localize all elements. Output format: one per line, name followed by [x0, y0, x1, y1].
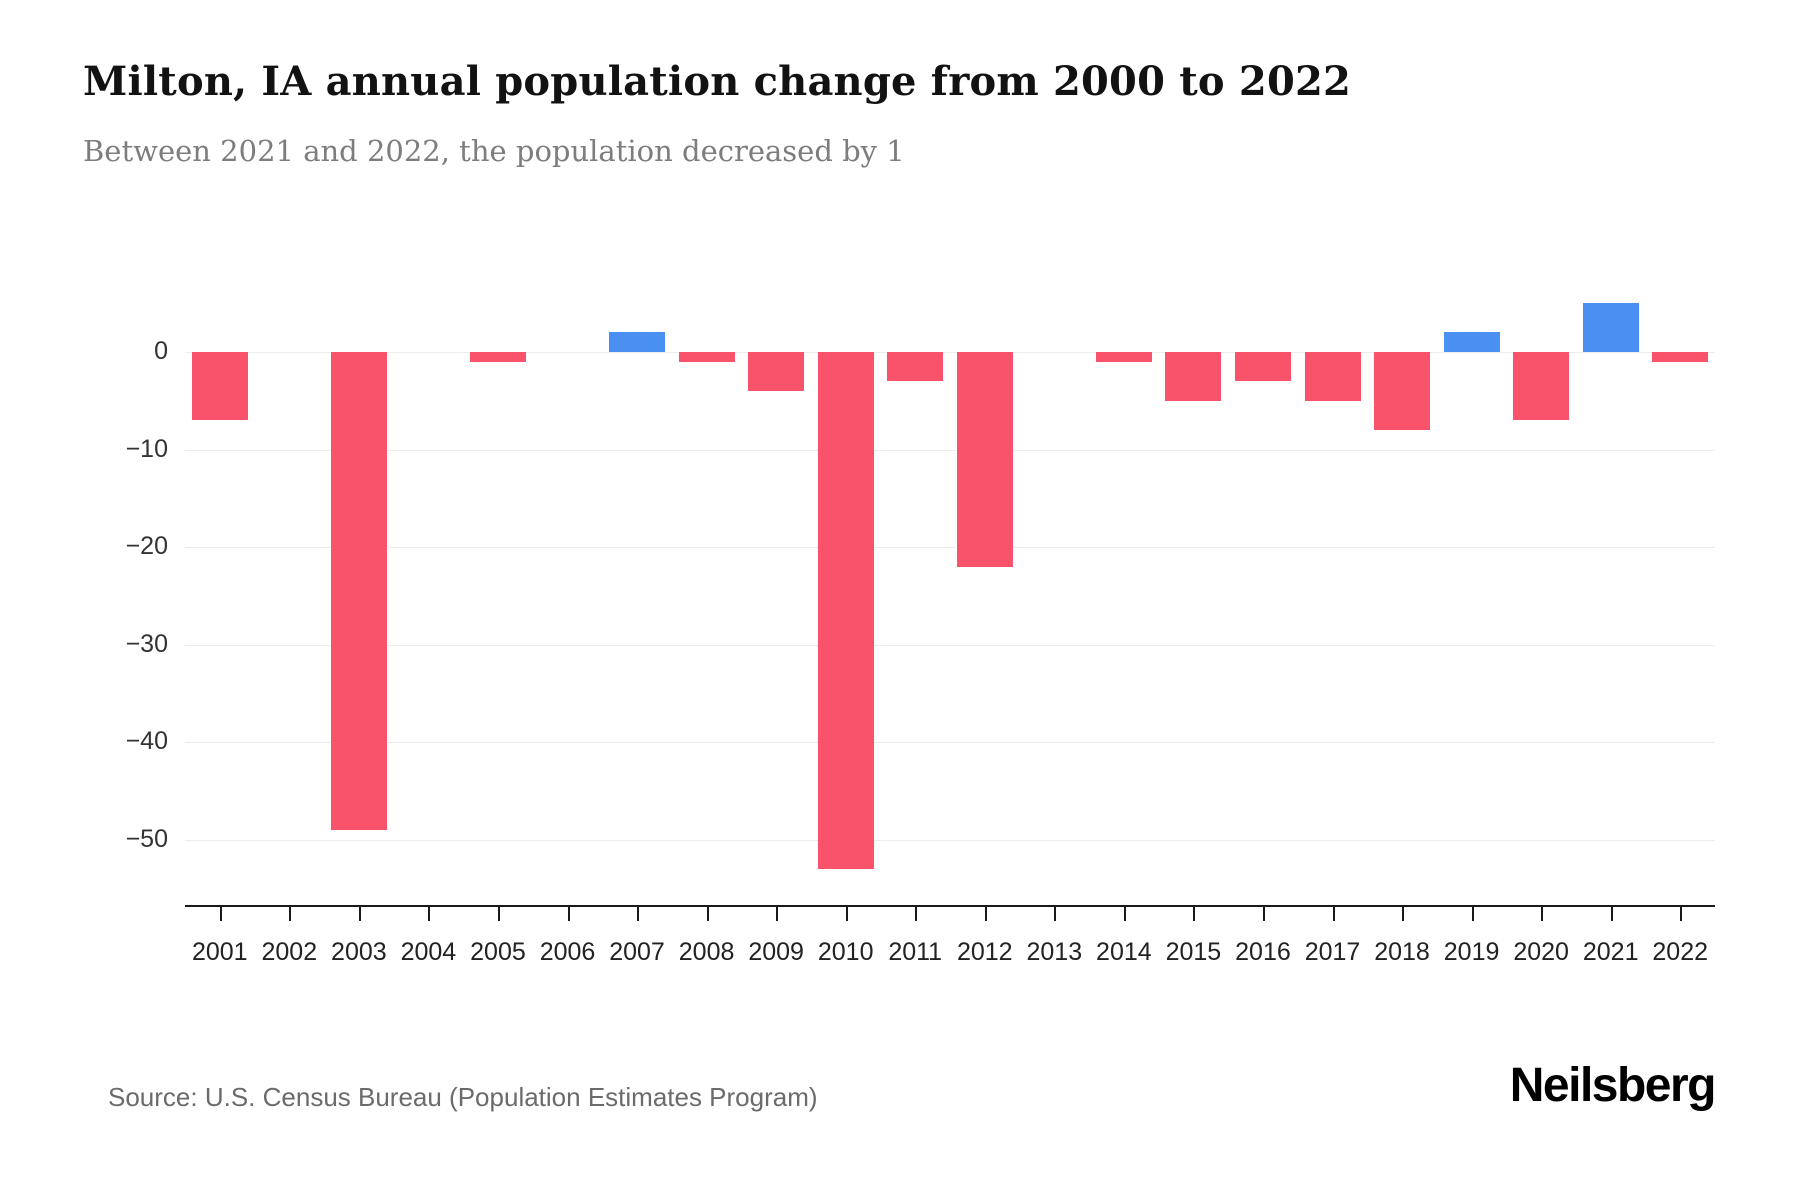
x-axis-tick: [1123, 907, 1126, 921]
y-axis-tick-label: 0: [154, 337, 168, 365]
bar-2012[interactable]: [956, 352, 1013, 567]
x-axis-tick: [567, 907, 570, 921]
y-axis-tick-label: −50: [125, 825, 168, 853]
page-subtitle: Between 2021 and 2022, the population de…: [83, 134, 905, 168]
bar-2015[interactable]: [1165, 352, 1222, 401]
x-axis-tick: [706, 907, 709, 921]
x-axis-label-2020: 2020: [1513, 938, 1569, 966]
bar-2014[interactable]: [1095, 352, 1152, 362]
x-axis-tick: [1402, 907, 1405, 921]
x-axis-tick: [289, 907, 292, 921]
x-axis-label-2019: 2019: [1443, 938, 1500, 966]
x-axis-label-2004: 2004: [400, 938, 457, 966]
x-axis-label-2021: 2021: [1582, 938, 1639, 966]
x-axis-tick: [497, 907, 500, 921]
gridline: [185, 547, 1715, 549]
bar-2010[interactable]: [817, 352, 874, 870]
x-axis-label-2018: 2018: [1374, 938, 1430, 966]
bar-2022[interactable]: [1652, 352, 1709, 362]
x-axis-label-2010: 2010: [817, 938, 874, 966]
page-title: Milton, IA annual population change from…: [83, 58, 1352, 105]
x-axis-label-2008: 2008: [678, 938, 735, 966]
y-axis-tick-label: −20: [125, 532, 168, 561]
bar-2011[interactable]: [887, 352, 944, 382]
source-text: Source: U.S. Census Bureau (Population E…: [108, 1082, 818, 1112]
bar-2005[interactable]: [469, 352, 526, 362]
gridline: [185, 352, 1715, 353]
x-axis-label-2013: 2013: [1026, 938, 1083, 966]
x-axis-tick: [845, 907, 848, 921]
bar-2007[interactable]: [609, 332, 666, 352]
x-axis-tick: [915, 907, 918, 921]
x-axis-tick: [1541, 907, 1544, 921]
x-axis-tick: [1610, 907, 1613, 921]
x-axis-tick: [428, 907, 431, 921]
gridline: [185, 449, 1715, 451]
gridline: [185, 742, 1715, 744]
x-axis-label-2006: 2006: [539, 938, 596, 966]
x-axis-tick: [358, 907, 361, 921]
x-axis-tick: [1054, 907, 1057, 921]
x-axis-tick: [776, 907, 779, 921]
bar-2016[interactable]: [1234, 352, 1291, 382]
x-axis-label-2005: 2005: [470, 938, 526, 966]
bar-2020[interactable]: [1513, 352, 1570, 421]
x-axis-tick: [984, 907, 987, 921]
x-axis-tick: [1193, 907, 1196, 921]
bar-2001[interactable]: [191, 352, 248, 421]
x-axis-label-2011: 2011: [888, 938, 943, 966]
x-axis-tick: [1262, 907, 1265, 921]
gridline: [185, 840, 1715, 841]
x-axis-tick: [1332, 907, 1335, 921]
y-axis-tick-label: −40: [125, 727, 168, 756]
bar-2019[interactable]: [1443, 332, 1500, 352]
bar-2003[interactable]: [330, 352, 387, 831]
bar-2008[interactable]: [678, 352, 735, 362]
x-axis-label-2015: 2015: [1165, 938, 1222, 966]
x-axis-label-2022: 2022: [1652, 938, 1709, 966]
x-axis-tick: [637, 907, 640, 921]
x-axis-line: [185, 905, 1715, 907]
x-axis-label-2009: 2009: [748, 938, 804, 966]
x-axis-label-2017: 2017: [1304, 938, 1361, 966]
bar-2009[interactable]: [748, 352, 805, 392]
gridline: [185, 644, 1715, 646]
x-axis-label-2001: 2001: [191, 938, 248, 966]
brand-logo: Neilsberg: [1509, 1059, 1717, 1112]
y-axis-tick-label: −10: [125, 434, 168, 463]
x-axis-label-2014: 2014: [1096, 938, 1152, 966]
x-axis-label-2012: 2012: [956, 938, 1013, 966]
bar-2021[interactable]: [1582, 303, 1639, 352]
bar-2017[interactable]: [1304, 352, 1361, 401]
x-axis-label-2003: 2003: [331, 938, 387, 966]
x-axis-label-2007: 2007: [609, 938, 665, 966]
x-axis-label-2002: 2002: [261, 938, 318, 966]
x-axis-tick: [219, 907, 222, 921]
bar-2018[interactable]: [1374, 352, 1431, 431]
y-axis-tick-label: −30: [125, 629, 168, 658]
x-axis-label-2016: 2016: [1235, 938, 1291, 966]
x-axis-tick: [1471, 907, 1474, 921]
x-axis-tick: [1680, 907, 1683, 921]
